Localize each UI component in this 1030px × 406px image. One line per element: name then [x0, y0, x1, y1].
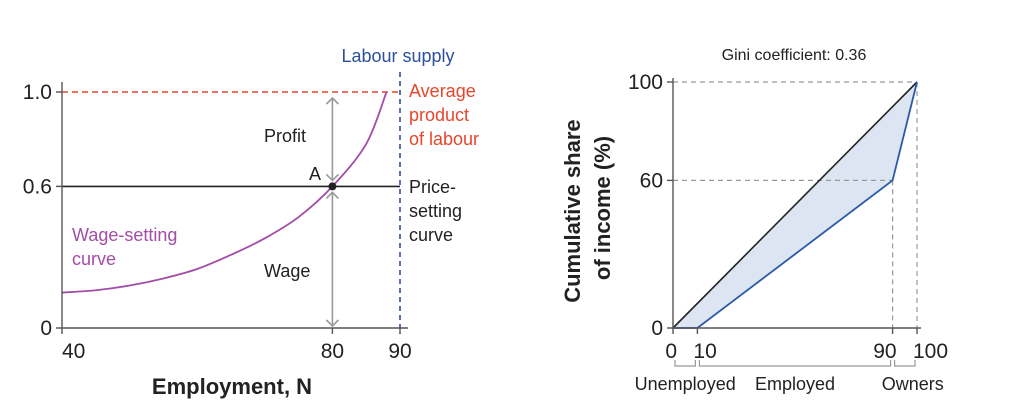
left-gridlines — [62, 72, 401, 334]
left-ticks: 0 0.6 1.0 40 80 90 — [23, 81, 412, 363]
wage-setting-label: Wage-setting curve — [72, 225, 182, 269]
right-y-tick-label: 0 — [651, 317, 663, 340]
right-x-tick-label: 0 — [665, 340, 677, 363]
left-x-axis-label: Employment, N — [152, 374, 312, 399]
left-chart: 0 0.6 1.0 40 80 90 Labour supply Average prod… — [23, 46, 481, 399]
right-curves — [672, 81, 918, 329]
wage-arrow-head-up — [325, 191, 339, 199]
group-label-unemployed: Unemployed — [635, 374, 736, 394]
left-y-tick-label: 0.6 — [23, 175, 52, 198]
left-arrows — [325, 96, 339, 328]
right-x-tick-label: 90 — [873, 340, 896, 363]
group-brackets: Unemployed Employed Owners — [635, 360, 944, 394]
right-y-tick-label: 100 — [628, 71, 663, 94]
right-gridlines — [673, 81, 918, 328]
wage-setting-curve — [61, 91, 388, 294]
left-x-tick-label: 90 — [388, 340, 411, 363]
wage-label: Wage — [264, 261, 310, 281]
left-x-tick-label: 80 — [321, 340, 344, 363]
left-y-tick-label: 1.0 — [23, 81, 52, 104]
gini-title: Gini coefficient: 0.36 — [722, 47, 867, 64]
group-label-employed: Employed — [755, 374, 835, 394]
group-bracket — [674, 360, 696, 367]
group-label-owners: Owners — [882, 374, 944, 394]
left-axes — [61, 82, 408, 329]
right-y-tick-label: 60 — [640, 169, 663, 192]
left-y-tick-label: 0 — [40, 317, 52, 340]
profit-label: Profit — [264, 126, 306, 146]
profit-arrow-head-up — [325, 96, 339, 105]
group-bracket — [698, 360, 892, 367]
right-x-tick-label: 100 — [913, 340, 948, 363]
wage-arrow-head-down — [325, 319, 339, 328]
group-bracket — [894, 360, 916, 367]
right-chart: Gini coefficient: 0.36 0 60 100 0 10 90 100 Un… — [560, 47, 948, 394]
equality-line — [672, 81, 918, 329]
point-a-label: A — [309, 164, 321, 184]
labour-supply-label: Labour supply — [341, 46, 454, 66]
right-axes — [672, 78, 921, 329]
right-ticks: 0 60 100 0 10 90 100 — [628, 71, 948, 363]
average-product-label: Average product of labour — [409, 81, 481, 149]
left-curves — [61, 91, 400, 294]
right-y-axis-label: Cumulative share of income (%) — [560, 113, 615, 303]
point-a-marker — [328, 182, 337, 191]
price-setting-label: Price- setting curve — [409, 177, 467, 245]
left-x-tick-label: 40 — [62, 340, 85, 363]
profit-arrow-head-down — [325, 173, 339, 182]
right-x-tick-label: 10 — [693, 340, 716, 363]
